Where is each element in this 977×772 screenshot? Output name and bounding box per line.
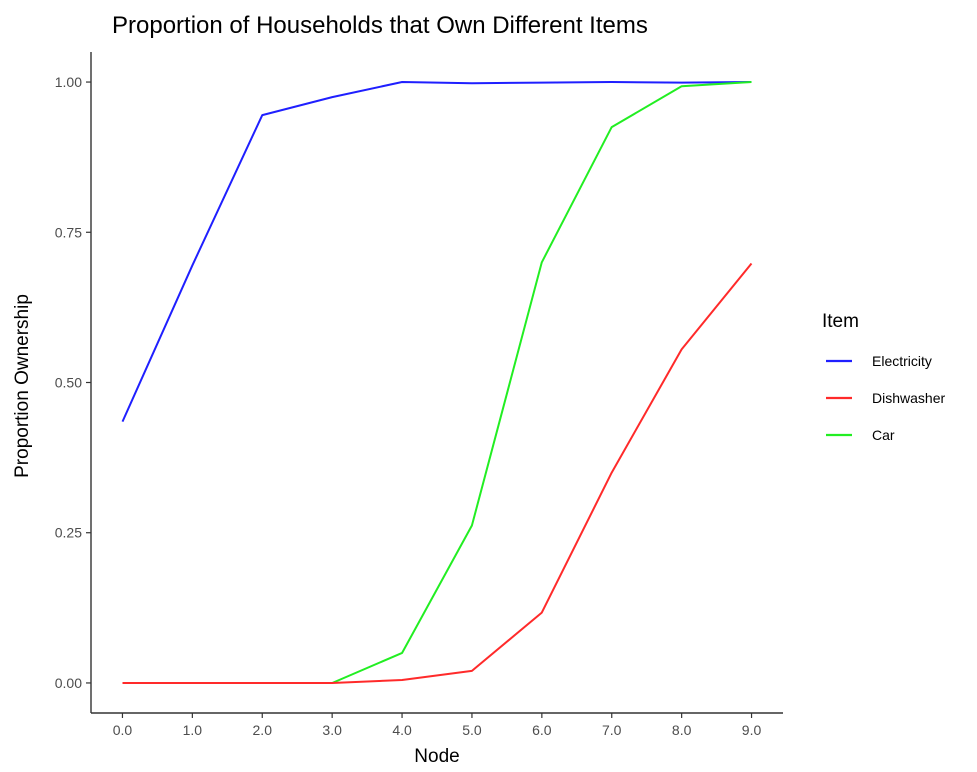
x-tick-label: 0.0 <box>113 722 133 738</box>
chart-title: Proportion of Households that Own Differ… <box>112 12 648 39</box>
legend-label-electricity: Electricity <box>872 353 932 369</box>
x-tick-label: 9.0 <box>742 722 762 738</box>
x-tick-label: 4.0 <box>392 722 412 738</box>
y-tick-label: 0.75 <box>55 224 82 240</box>
x-axis-title: Node <box>414 746 459 767</box>
series-line-electricity <box>121 81 752 423</box>
legend-title: Item <box>822 311 859 332</box>
series-line-car <box>122 81 752 684</box>
y-tick-label: 1.00 <box>55 74 82 90</box>
x-tick-label: 6.0 <box>532 722 552 738</box>
x-tick-label: 3.0 <box>322 722 342 738</box>
x-axis: 0.0 1.0 2.0 3.0 4.0 5.0 6.0 7.0 8.0 9.0 <box>91 712 783 738</box>
x-tick-label: 1.0 <box>183 722 203 738</box>
x-tick-label: 7.0 <box>602 722 622 738</box>
y-axis: 0.00 0.25 0.50 0.75 1.00 <box>55 52 92 713</box>
legend: Item Electricity Dishwasher Car <box>822 311 945 443</box>
x-tick-label: 8.0 <box>672 722 692 738</box>
y-axis-title: Proportion Ownership <box>12 294 33 478</box>
x-tick-label: 5.0 <box>462 722 482 738</box>
y-tick-label: 0.00 <box>55 675 82 691</box>
series-lines <box>121 81 753 684</box>
legend-label-car: Car <box>872 427 895 443</box>
series-line-dishwasher <box>122 262 753 684</box>
legend-label-dishwasher: Dishwasher <box>872 390 945 406</box>
y-tick-label: 0.25 <box>55 525 82 541</box>
y-tick-label: 0.50 <box>55 375 82 391</box>
x-tick-label: 2.0 <box>253 722 273 738</box>
